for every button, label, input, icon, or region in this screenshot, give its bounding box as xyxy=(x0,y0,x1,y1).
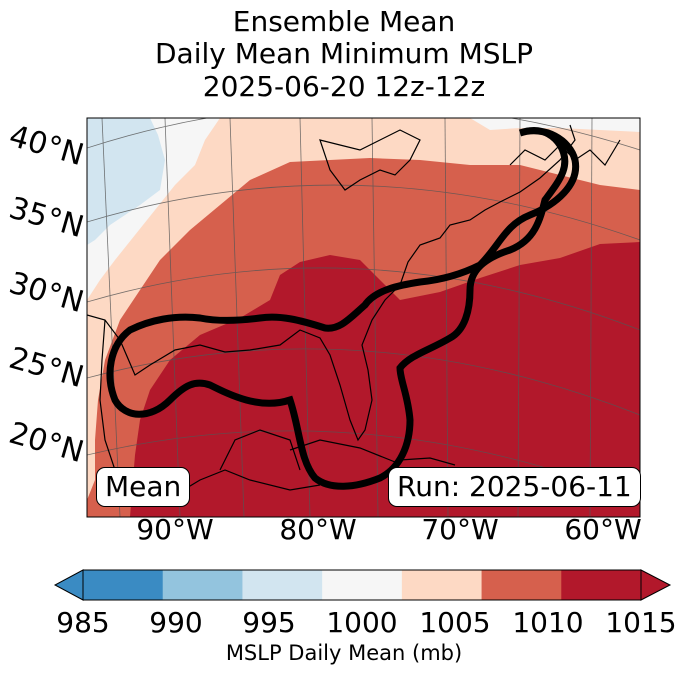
run-date-badge: Run: 2025-06-11 xyxy=(388,467,641,507)
lon-label-70: 70°W xyxy=(421,513,499,546)
colorbar-segment xyxy=(162,570,243,600)
lon-label-90: 90°W xyxy=(136,513,214,546)
gridline-lat-30 xyxy=(87,267,640,331)
gridline-lon-75 xyxy=(299,118,311,517)
colorbar-segment xyxy=(322,570,403,600)
coastline-gulf xyxy=(87,124,576,442)
title-line-1: Ensemble Mean xyxy=(232,5,456,38)
colorbar-tick-label: 1005 xyxy=(419,606,491,639)
gridline-lon-90 xyxy=(101,118,121,517)
great-lakes xyxy=(319,129,421,191)
colorbar-segment xyxy=(401,570,483,600)
contour-line xyxy=(106,127,580,490)
coastline-canada xyxy=(509,139,621,166)
coastline-yucatan xyxy=(219,429,301,471)
mean-badge: Mean xyxy=(96,467,191,507)
lon-label-60: 60°W xyxy=(564,513,642,546)
colorbar-segment xyxy=(242,570,323,600)
colorbar-segment xyxy=(481,570,562,600)
title-line-3: 2025-06-20 12z-12z xyxy=(202,70,486,103)
title-line-2: Daily Mean Minimum MSLP xyxy=(154,37,533,70)
colorbar-tick-label: 990 xyxy=(149,606,203,639)
coastline-hispaniola xyxy=(399,457,456,466)
map-frame xyxy=(86,117,641,518)
gridline-lat-40 xyxy=(87,118,640,151)
gridline-lon-55 xyxy=(589,118,593,517)
coastline-cuba xyxy=(289,439,396,463)
colorbar-extend-low xyxy=(53,569,84,601)
colorbar-label: MSLP Daily Mean (mb) xyxy=(225,641,463,665)
colorbar-extend-high xyxy=(640,569,672,601)
field-white-corner xyxy=(470,118,640,132)
gridline-lon-65 xyxy=(444,118,449,517)
colorbar-segment xyxy=(83,570,164,600)
colorbar-tick-label: 985 xyxy=(56,606,110,639)
gridline-lon-60 xyxy=(517,118,521,517)
gridline-lat-25 xyxy=(87,348,640,416)
colorbar-frame xyxy=(82,569,642,601)
colorbar-tick-label: 1000 xyxy=(326,606,398,639)
lon-label-80: 80°W xyxy=(279,513,357,546)
field-mid-band xyxy=(87,118,640,517)
gridline-lon-70 xyxy=(371,118,379,517)
colorbar-tick-label: 995 xyxy=(242,606,296,639)
colorbar-tick-label: 1015 xyxy=(605,606,677,639)
gridline-lat-35 xyxy=(87,184,640,241)
colorbar-segment xyxy=(561,570,642,600)
colorbar-tick-label: 1010 xyxy=(512,606,584,639)
